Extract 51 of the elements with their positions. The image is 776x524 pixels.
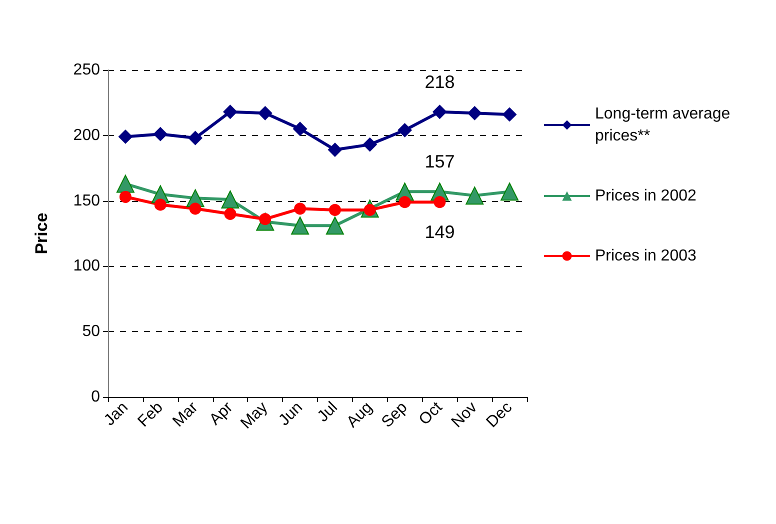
legend-label: Long-term average prices** [595, 106, 735, 144]
point [468, 106, 482, 120]
point [224, 208, 236, 220]
x-tick-label: Jan [101, 398, 132, 430]
annotation: 218 [424, 72, 455, 92]
x-tick-label: Jun [276, 398, 306, 430]
y-tick-label: 0 [91, 388, 100, 406]
point [326, 216, 344, 235]
point [466, 186, 484, 205]
point [500, 182, 519, 201]
point [362, 138, 377, 152]
point [434, 196, 446, 208]
point [294, 202, 306, 215]
point [153, 127, 168, 142]
x-tick-label: Aug [344, 398, 376, 432]
y-tick-label: 150 [73, 192, 100, 210]
point [189, 202, 202, 215]
x-tick-label: Nov [448, 398, 481, 432]
x-tick-label: Sep [378, 398, 411, 432]
point [188, 131, 202, 146]
point [223, 104, 238, 119]
point [398, 123, 412, 138]
point [293, 122, 308, 136]
y-axis-title: Price [32, 212, 51, 254]
x-tick-label: Apr [206, 398, 237, 429]
point [119, 190, 132, 203]
point [328, 204, 341, 216]
point [221, 190, 240, 208]
x-tick-label: May [238, 398, 272, 432]
legend-label: Prices in 2002 [595, 188, 696, 204]
x-tick-label: Oct [416, 398, 446, 429]
point [502, 107, 517, 122]
y-tick-label: 200 [73, 126, 100, 144]
point [118, 130, 132, 144]
annotation: 149 [424, 222, 455, 242]
point [432, 104, 447, 119]
point [291, 216, 310, 235]
y-tick-label: 50 [82, 323, 100, 340]
annotation: 157 [424, 152, 455, 172]
x-tick-label: Jul [314, 398, 341, 426]
point [398, 196, 411, 208]
point [116, 174, 134, 193]
legend-label: Prices in 2003 [595, 248, 696, 264]
point [154, 198, 166, 211]
x-tick-label: Dec [483, 398, 516, 432]
x-tick-label: Feb [134, 398, 166, 430]
point [258, 106, 272, 120]
y-tick-label: 250 [73, 62, 100, 78]
y-tick-label: 100 [73, 258, 100, 275]
point [328, 142, 342, 157]
x-tick-label: Mar [170, 398, 202, 430]
